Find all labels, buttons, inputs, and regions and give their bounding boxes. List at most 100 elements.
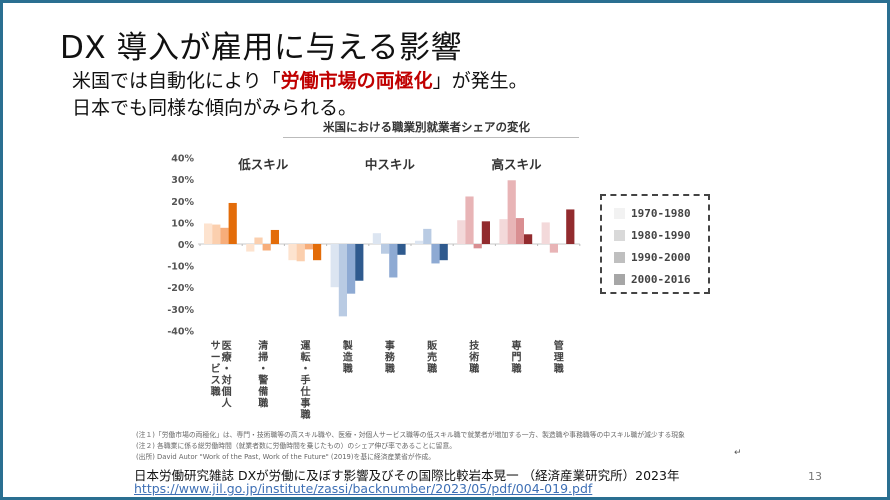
bar (381, 244, 390, 254)
legend-swatch (614, 273, 625, 285)
category-label-char: 運 (301, 340, 311, 352)
chart-title-rule (283, 137, 579, 138)
category-label-char: 職 (512, 362, 522, 375)
group-label: 中スキル (365, 157, 416, 172)
source-link[interactable]: https://www.jil.go.jp/institute/zassi/ba… (134, 481, 593, 496)
legend-swatch (614, 251, 625, 263)
category-label-char: 職 (301, 408, 311, 421)
bar (524, 234, 533, 244)
subtitle-pre: 米国では自動化により「 (72, 70, 281, 92)
page-number: 13 (808, 470, 822, 483)
category-label-char: 人 (222, 397, 233, 410)
bar (204, 223, 213, 244)
bar (212, 224, 221, 244)
subtitle-highlight: 労働市場の両極化 (280, 70, 433, 92)
category-label-char: 管 (554, 339, 564, 352)
bar (439, 244, 448, 261)
y-tick-label: 40% (171, 154, 194, 165)
bar (515, 218, 524, 244)
category-label-char: 事 (385, 339, 395, 352)
category-label-char: 事 (301, 397, 311, 410)
bar (313, 244, 322, 261)
category-label-char: 技 (469, 339, 480, 352)
bar (457, 220, 466, 244)
category-label-char: ビ (211, 362, 221, 375)
category-label-char: 理 (554, 352, 564, 364)
legend-label: 1980-1990 (631, 228, 691, 242)
bar (389, 244, 398, 278)
bar (431, 244, 440, 264)
legend-label: 2000-2016 (631, 272, 691, 286)
note-2: (注２) 各職業に係る総労働時間（就業者数に労働時間を乗じたもの）のシェア伸び率… (136, 442, 457, 450)
bar (347, 244, 356, 294)
category-label-char: サ (211, 340, 221, 352)
bar (296, 244, 305, 262)
bar (270, 229, 279, 244)
bar (499, 219, 508, 244)
bar (288, 244, 297, 261)
note-source: (出所) David Autor "Work of the Past, Work… (136, 453, 436, 461)
bar (372, 233, 381, 244)
category-label-char: 転 (301, 351, 311, 364)
bar (566, 209, 575, 244)
category-label-char: 職 (554, 362, 564, 375)
y-tick-label: -30% (167, 305, 194, 316)
bar (541, 222, 550, 244)
bar-chart: 40% 30% 20% 10% 0% -10% -20% -30% -40% 低スキル 中スキル 高ス… (167, 154, 581, 421)
category-label-char: 職 (469, 362, 479, 375)
bar (355, 244, 364, 281)
category-label-char: 職 (343, 362, 353, 375)
legend-label: 1970-1980 (631, 206, 691, 220)
legend-item: 1980-1990 (614, 227, 691, 243)
return-mark: ↵ (734, 448, 742, 458)
category-label-char: 療 (222, 351, 232, 364)
bar (338, 244, 347, 317)
category-label-char: 清 (258, 339, 268, 352)
y-tick-label: 10% (171, 218, 194, 229)
category-label-char: ・ (301, 364, 311, 375)
group-label: 低スキル (237, 157, 289, 172)
group-label: 高スキル (491, 157, 542, 172)
category-label-char: 医 (222, 340, 232, 352)
category-label-char: 製 (342, 339, 353, 352)
category-label-char: 専 (512, 339, 522, 352)
bar (246, 244, 255, 252)
category-label-char: 職 (211, 385, 221, 398)
category-label-char: 売 (427, 351, 437, 364)
category-label-char: ス (211, 375, 221, 387)
category-label-char: 掃 (258, 351, 268, 364)
category-label-char: 販 (427, 339, 438, 352)
category-label-char: ・ (222, 364, 232, 375)
category-label-char: 職 (258, 397, 268, 410)
bar (262, 244, 271, 251)
category-label-char: 備 (258, 385, 268, 398)
y-tick-label: -10% (167, 262, 194, 273)
citation: 日本労働研究雑誌 DXが労働に及ぼす影響及びその国際比較岩本晃一 （経済産業研究… (134, 468, 680, 483)
bar (423, 228, 432, 244)
bar (415, 240, 424, 244)
category-label-char: 個 (221, 385, 232, 398)
bar (465, 196, 474, 244)
legend-item: 2000-2016 (614, 271, 691, 287)
bar (330, 244, 339, 288)
y-tick-label: -40% (167, 326, 194, 337)
category-label-char: 職 (385, 362, 395, 375)
subtitle-post: 」が発生。 (432, 70, 528, 92)
category-label-char: 手 (301, 374, 311, 387)
category-label-char: 警 (257, 374, 268, 387)
chart-title: 米国における職業別就業者シェアの変化 (323, 120, 530, 134)
note-1: (注１)「労働市場の両極化」は、専門・技術職等の高スキル職や、医療・対個人サービ… (136, 431, 685, 439)
bar (228, 202, 237, 244)
legend: 1970-1980 1980-1990 1990-2000 2000-2016 (600, 194, 710, 294)
bar (304, 244, 313, 250)
legend-swatch (614, 207, 625, 219)
bar (507, 180, 516, 244)
category-label-char: ・ (258, 364, 268, 375)
y-tick-label: 20% (171, 197, 194, 208)
category-label-char: 門 (512, 352, 522, 364)
legend-item: 1970-1980 (614, 205, 691, 221)
legend-item: 1990-2000 (614, 249, 691, 265)
category-label-char: 務 (385, 351, 396, 364)
bar (473, 244, 482, 249)
